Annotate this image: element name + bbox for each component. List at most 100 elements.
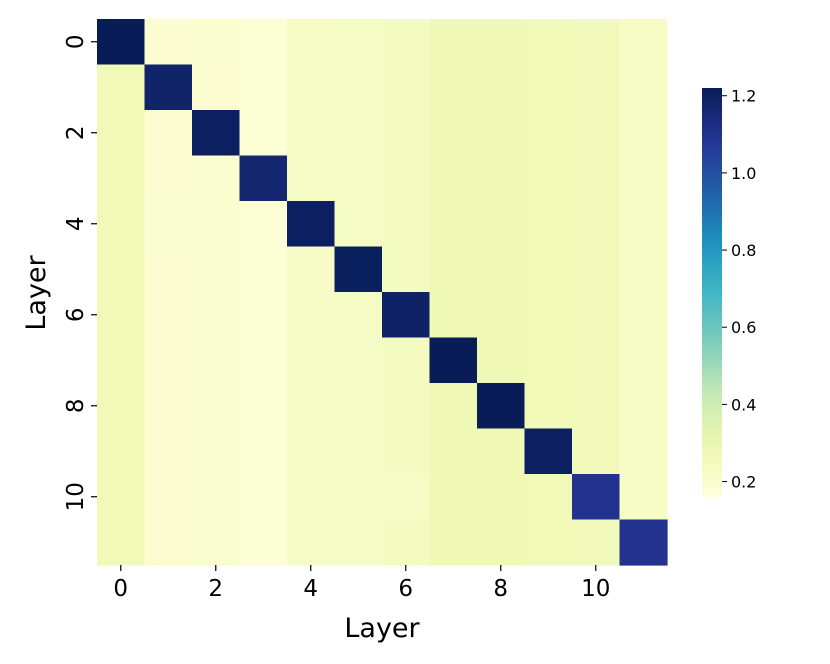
heatmap-cell [477, 246, 526, 293]
heatmap-cell [477, 110, 526, 157]
heatmap-cell [382, 64, 431, 111]
heatmap-cell [144, 337, 193, 384]
heatmap-cell [429, 19, 478, 66]
heatmap-cell [524, 246, 573, 293]
x-tick-label: 0 [113, 576, 128, 602]
heatmap-cell [192, 19, 241, 66]
heatmap-cell [239, 519, 288, 566]
heatmap-cell [334, 292, 383, 339]
heatmap-cell [619, 201, 668, 248]
heatmap-cell [192, 337, 241, 384]
heatmap-cell [619, 110, 668, 157]
heatmap-cell [239, 246, 288, 293]
heatmap-cell [477, 474, 526, 521]
heatmap-cell [97, 19, 146, 66]
colorbar-tick-label: 0.8 [731, 241, 756, 260]
heatmap-cell [572, 246, 621, 293]
heatmap-cell [239, 474, 288, 521]
heatmap-cell [239, 110, 288, 157]
heatmap-cell [97, 474, 146, 521]
heatmap-cell [239, 19, 288, 66]
heatmap-cell [619, 337, 668, 384]
heatmap-cell [239, 428, 288, 475]
heatmap-cell [477, 428, 526, 475]
heatmap-cell [382, 155, 431, 202]
heatmap-cell [429, 474, 478, 521]
heatmap-cell [429, 246, 478, 293]
heatmap-cell [97, 110, 146, 157]
heatmap-cell [382, 292, 431, 339]
heatmap-cell [619, 474, 668, 521]
x-tick-label: 10 [581, 576, 610, 602]
heatmap-cell [524, 19, 573, 66]
heatmap-cell [192, 155, 241, 202]
colorbar-tick-label: 0.2 [731, 473, 756, 492]
heatmap-cell [382, 519, 431, 566]
heatmap-cell [524, 428, 573, 475]
heatmap-cell [192, 474, 241, 521]
heatmap-cell [239, 292, 288, 339]
x-tick-label: 4 [303, 576, 318, 602]
heatmap-cell [572, 383, 621, 430]
heatmap-cell [524, 383, 573, 430]
heatmap-cell [524, 155, 573, 202]
heatmap-cell [382, 337, 431, 384]
colorbar-tick-label: 1.0 [731, 164, 756, 183]
heatmap-cell [192, 292, 241, 339]
heatmap-cell [192, 110, 241, 157]
y-axis-label: Layer [21, 254, 52, 330]
heatmap-cell [97, 383, 146, 430]
heatmap-cell [572, 474, 621, 521]
heatmap-cell [144, 110, 193, 157]
x-tick-label: 8 [493, 576, 508, 602]
heatmap-cell [239, 337, 288, 384]
heatmap-cell [572, 110, 621, 157]
heatmap-cell [287, 519, 336, 566]
y-tick-label: 8 [63, 398, 89, 413]
heatmap-cell [429, 519, 478, 566]
x-tick-label: 2 [208, 576, 223, 602]
heatmap-cell [144, 292, 193, 339]
y-tick-label: 10 [63, 482, 89, 511]
heatmap-cell [287, 246, 336, 293]
heatmap-cell [477, 155, 526, 202]
heatmap-cell [619, 64, 668, 111]
heatmap-cell [192, 64, 241, 111]
heatmap-cell [572, 519, 621, 566]
heatmap-cell [524, 201, 573, 248]
heatmap-cell [239, 201, 288, 248]
x-axis-label: Layer [344, 613, 420, 644]
heatmap-cell [429, 337, 478, 384]
heatmap-cell [477, 292, 526, 339]
heatmap-cell [287, 383, 336, 430]
colorbar-gradient [702, 88, 722, 497]
heatmap-cell [477, 519, 526, 566]
heatmap-cell [334, 64, 383, 111]
y-tick-label: 0 [63, 34, 89, 49]
heatmap-cell [287, 155, 336, 202]
heatmap-cell [382, 201, 431, 248]
heatmap-cell [477, 19, 526, 66]
heatmap-cell [429, 383, 478, 430]
heatmap-cell [192, 246, 241, 293]
heatmap-cell [144, 19, 193, 66]
heatmap-cell [619, 155, 668, 202]
heatmap-cell [619, 519, 668, 566]
heatmap-cell [382, 246, 431, 293]
heatmap-cell [429, 201, 478, 248]
heatmap-cell [144, 428, 193, 475]
heatmap-cell [287, 19, 336, 66]
heatmap-cell [524, 474, 573, 521]
heatmap-cell [524, 519, 573, 566]
heatmap-cell [287, 64, 336, 111]
colorbar-tick-label: 0.4 [731, 395, 756, 414]
heatmap-cell [572, 201, 621, 248]
heatmap-cell [287, 337, 336, 384]
heatmap-cell [524, 337, 573, 384]
heatmap-cell [287, 110, 336, 157]
heatmap-cell [239, 64, 288, 111]
heatmap-cell [619, 246, 668, 293]
heatmap-cell [429, 110, 478, 157]
colorbar-tick-label: 0.6 [731, 318, 756, 337]
